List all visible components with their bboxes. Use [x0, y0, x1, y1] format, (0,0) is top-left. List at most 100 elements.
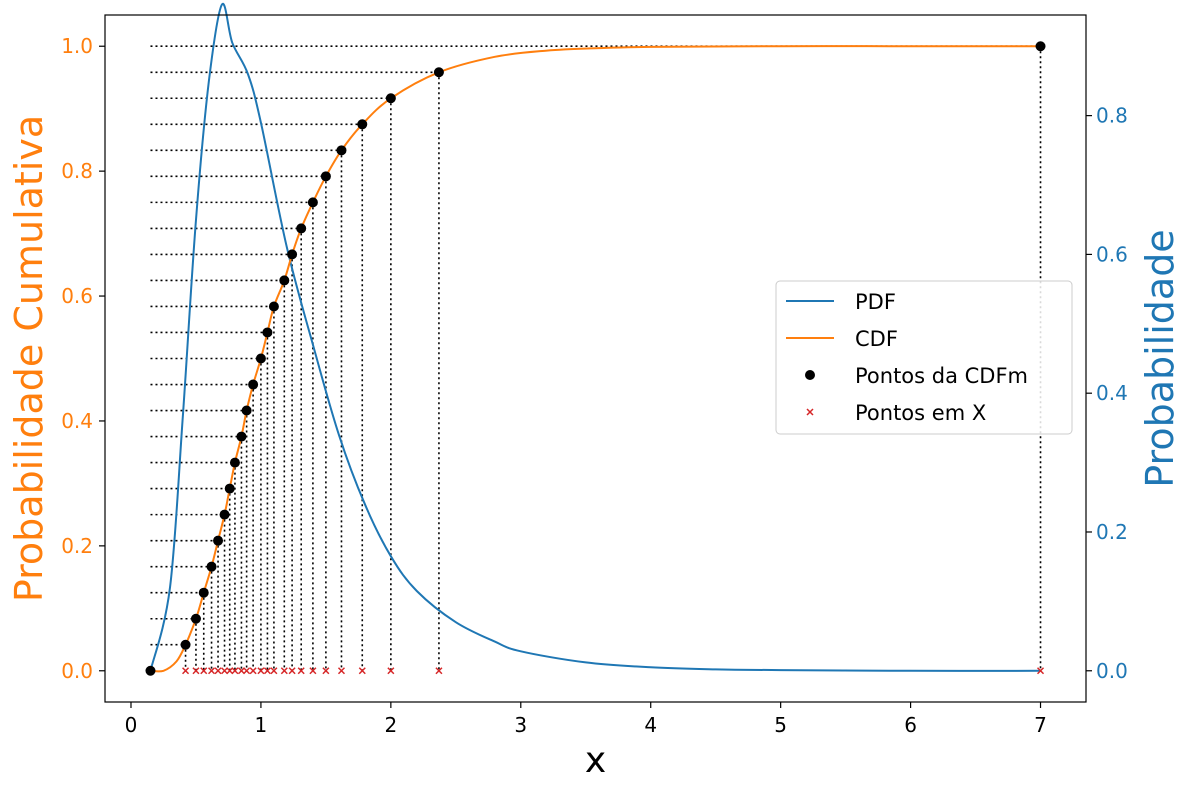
y-left-tick-label: 0.6	[61, 284, 93, 308]
x-marker	[237, 667, 245, 675]
x-marker	[214, 667, 222, 675]
x-marker-stroke	[249, 667, 257, 675]
x-marker	[192, 667, 200, 675]
series-pdf-line	[149, 2, 1041, 672]
x-marker-stroke	[231, 667, 239, 675]
x-marker-stroke	[387, 667, 395, 675]
y-left-tick-label: 0.4	[61, 409, 93, 433]
cdfm-point	[287, 249, 298, 260]
x-tick-label: 6	[904, 713, 917, 737]
x-marker	[337, 667, 346, 675]
x-marker	[270, 667, 278, 675]
x-marker-stroke	[270, 667, 278, 675]
legend-label-points: Pontos da CDFm	[855, 364, 1028, 388]
x-marker-stroke	[280, 667, 288, 675]
x-marker-stroke	[208, 667, 216, 675]
cdfm-point	[213, 535, 224, 546]
y-right-tick-label: 0.4	[1096, 381, 1128, 405]
x-tick-label: 5	[774, 713, 787, 737]
x-marker-stroke	[309, 667, 317, 675]
cdfm-point	[241, 405, 252, 416]
x-marker	[208, 667, 216, 675]
cdfm-point	[279, 275, 290, 286]
legend-symbol-points	[805, 370, 815, 380]
y-left-tick-label: 1.0	[61, 34, 93, 58]
cdfm-point	[236, 431, 247, 442]
y-right-tick-label: 0.6	[1096, 242, 1128, 266]
cdfm-point	[206, 561, 217, 572]
legend: PDF CDF Pontos da CDFm Pontos em X	[775, 280, 1073, 435]
cdfm-point	[190, 613, 201, 624]
x-marker-stroke	[226, 667, 234, 675]
cdfm-point	[262, 327, 273, 338]
x-marker-stroke	[358, 667, 366, 675]
cdfm-point	[224, 483, 235, 494]
x-tick-label: 1	[255, 713, 268, 737]
series-layer	[149, 2, 1041, 673]
x-marker	[280, 667, 288, 675]
x-marker-stroke	[237, 667, 245, 675]
cdfm-point	[180, 639, 191, 650]
x-marker	[221, 667, 229, 675]
x-marker-stroke	[1036, 667, 1045, 675]
x-marker-stroke	[243, 667, 251, 675]
cdfm-point	[336, 145, 347, 156]
cdfm-point	[229, 457, 240, 468]
right-axis-title: Probabilidade	[1138, 229, 1182, 487]
cdfm-point	[385, 93, 396, 104]
x-marker	[249, 667, 257, 675]
x-marker-stroke	[297, 667, 305, 675]
x-tick-label: 2	[384, 713, 397, 737]
x-marker-stroke	[192, 667, 200, 675]
cdfm-point	[145, 665, 156, 676]
legend-x-stroke	[806, 408, 814, 416]
x-marker	[1036, 667, 1045, 675]
x-marker	[182, 667, 190, 675]
legend-label-pdf: PDF	[855, 290, 896, 314]
x-marker	[226, 667, 234, 675]
x-tick-label: 4	[644, 713, 657, 737]
x-marker-stroke	[322, 667, 330, 675]
y-right-tick-label: 0.0	[1096, 659, 1128, 683]
cdfm-point	[255, 353, 266, 364]
cdfm-point	[268, 301, 279, 312]
x-axis: 0 1 2 3 4 5 6 7	[125, 702, 1047, 737]
guide-lines	[150, 45, 1042, 671]
y-left-axis: 0.0 0.2 0.4 0.6 0.8 1.0	[61, 34, 105, 683]
x-marker	[309, 667, 317, 675]
cdfm-point	[357, 119, 368, 130]
cdfm-point	[248, 379, 259, 390]
x-marker-stroke	[288, 667, 296, 675]
x-marker	[257, 667, 265, 675]
legend-label-cdf: CDF	[855, 327, 898, 351]
x-marker	[322, 667, 330, 675]
x-marker-stroke	[221, 667, 229, 675]
x-marker-stroke	[263, 667, 271, 675]
x-marker-stroke	[200, 667, 208, 675]
y-right-axis: 0.0 0.2 0.4 0.6 0.8	[1086, 104, 1128, 683]
legend-symbol-x-markers	[806, 408, 814, 416]
cdfm-point	[307, 197, 318, 208]
x-axis-title: x	[585, 740, 606, 781]
x-marker	[263, 667, 271, 675]
x-tick-label: 3	[514, 713, 527, 737]
series-cdf-line	[150, 45, 1041, 673]
x-marker	[387, 667, 395, 675]
left-axis-title: Probabilidade Cumulativa	[7, 115, 51, 602]
y-left-tick-label: 0.2	[61, 534, 93, 558]
y-right-tick-label: 0.2	[1096, 520, 1128, 544]
cdfm-point	[296, 223, 307, 234]
x-tick-label: 0	[125, 713, 138, 737]
x-marker-stroke	[257, 667, 265, 675]
cdfm-point	[219, 509, 230, 520]
y-right-tick-label: 0.8	[1096, 104, 1128, 128]
cdfm-point	[198, 587, 209, 598]
cdfm-point	[433, 67, 444, 78]
markers-layer	[145, 41, 1046, 676]
x-marker-stroke	[435, 667, 443, 675]
y-left-tick-label: 0.8	[61, 159, 93, 183]
x-marker	[297, 667, 305, 675]
legend-box	[775, 280, 1073, 435]
x-marker	[358, 667, 366, 675]
